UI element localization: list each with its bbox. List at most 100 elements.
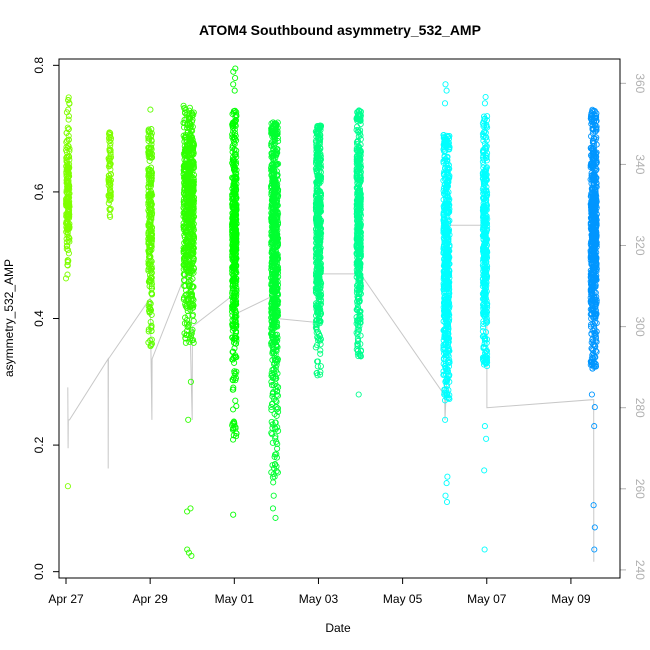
- data-point: [316, 131, 324, 138]
- data-point: [232, 122, 239, 129]
- data-point: [107, 132, 114, 139]
- data-point: [444, 182, 451, 190]
- data-point: [188, 330, 195, 337]
- data-point: [147, 267, 154, 274]
- data-point: [483, 308, 490, 315]
- data-point: [145, 151, 152, 158]
- data-point: [444, 280, 451, 287]
- data-point: [479, 120, 486, 127]
- data-point: [230, 166, 238, 173]
- data-point: [274, 215, 281, 222]
- data-point: [273, 361, 280, 368]
- data-point: [66, 147, 73, 155]
- data-point: [484, 223, 491, 230]
- data-point: [268, 300, 275, 307]
- data-point: [483, 262, 490, 269]
- data-point: [186, 121, 193, 128]
- data-point: [189, 206, 196, 213]
- data-point: [313, 214, 320, 221]
- data-point: [232, 309, 240, 316]
- data-point: [353, 168, 360, 175]
- data-point-outlier: [232, 74, 239, 82]
- data-point: [268, 167, 275, 174]
- data-point: [593, 328, 600, 335]
- data-point: [592, 335, 600, 342]
- data-point: [271, 263, 278, 270]
- data-point: [355, 353, 362, 360]
- data-point: [355, 190, 362, 197]
- data-point: [147, 343, 154, 350]
- data-point: [357, 242, 364, 249]
- data-point: [316, 198, 323, 205]
- data-point: [183, 229, 190, 236]
- data-point: [233, 403, 240, 410]
- data-point: [314, 144, 321, 152]
- data-point: [65, 94, 72, 101]
- data-point: [315, 220, 322, 227]
- data-point: [66, 164, 73, 171]
- data-point: [229, 277, 236, 284]
- data-point: [232, 190, 239, 197]
- data-point: [316, 317, 323, 324]
- data-point: [64, 259, 71, 266]
- data-point: [230, 406, 237, 413]
- data-point-outlier: [230, 81, 237, 88]
- data-point: [65, 207, 72, 214]
- data-point: [482, 281, 489, 288]
- data-point: [446, 260, 453, 267]
- data-point: [444, 194, 451, 201]
- data-point-outlier: [231, 87, 238, 94]
- data-point: [273, 331, 281, 338]
- data-point-outlier: [443, 480, 450, 487]
- data-point: [481, 219, 488, 226]
- data-point: [356, 228, 363, 235]
- data-point-outlier: [185, 416, 192, 423]
- data-point-outlier: [442, 416, 449, 423]
- data-point: [147, 212, 154, 219]
- data-point-outlier: [272, 451, 279, 458]
- data-point: [230, 384, 237, 391]
- data-point: [65, 193, 72, 200]
- data-point: [443, 262, 450, 269]
- data-point: [148, 146, 155, 153]
- data-point: [232, 371, 239, 378]
- data-point-outlier: [271, 473, 278, 480]
- data-point: [357, 199, 364, 206]
- data-point: [317, 169, 324, 176]
- data-point: [233, 430, 240, 437]
- data-point: [441, 153, 448, 161]
- data-point: [230, 108, 237, 115]
- data-point: [314, 358, 321, 365]
- data-point: [317, 173, 325, 180]
- data-point: [317, 347, 324, 354]
- data-point: [480, 156, 487, 163]
- data-point: [269, 284, 277, 291]
- data-point: [444, 168, 451, 175]
- data-point: [443, 381, 450, 388]
- data-point: [148, 137, 155, 144]
- data-point: [269, 439, 276, 446]
- data-point: [106, 138, 113, 145]
- data-point: [444, 321, 452, 328]
- data-point: [189, 283, 196, 290]
- data-point: [444, 165, 451, 172]
- data-point: [189, 140, 196, 147]
- data-point: [63, 213, 70, 220]
- data-point: [186, 132, 193, 139]
- data-point: [480, 190, 487, 197]
- data-point: [183, 227, 190, 234]
- data-point: [233, 174, 240, 181]
- data-point: [444, 390, 451, 398]
- data-point: [182, 334, 189, 341]
- x-axis-label: Date: [325, 621, 351, 635]
- data-point: [146, 300, 153, 308]
- data-point: [357, 274, 364, 281]
- data-point: [354, 239, 361, 246]
- data-point: [231, 246, 238, 253]
- data-point: [440, 203, 447, 210]
- data-point: [272, 127, 279, 134]
- data-point: [64, 257, 71, 264]
- data-point: [271, 369, 278, 376]
- data-point: [482, 129, 489, 136]
- data-point: [271, 178, 278, 185]
